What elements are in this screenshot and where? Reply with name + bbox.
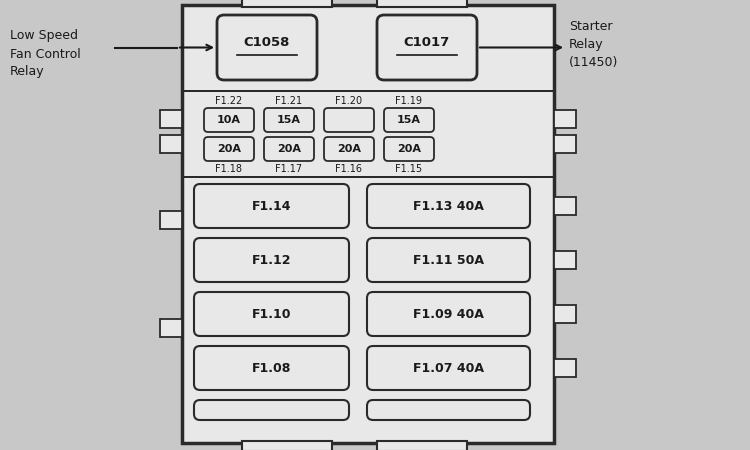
FancyBboxPatch shape xyxy=(367,292,530,336)
Text: 20A: 20A xyxy=(277,144,301,154)
FancyBboxPatch shape xyxy=(324,137,374,161)
Text: Starter
Relay
(11450): Starter Relay (11450) xyxy=(569,20,618,69)
Text: F1.13 40A: F1.13 40A xyxy=(413,199,484,212)
Bar xyxy=(160,211,182,229)
FancyBboxPatch shape xyxy=(384,108,434,132)
Text: F1.07 40A: F1.07 40A xyxy=(413,361,484,374)
Text: F1.08: F1.08 xyxy=(252,361,291,374)
Text: F1.21: F1.21 xyxy=(275,96,302,106)
Bar xyxy=(242,441,332,450)
Bar xyxy=(554,197,576,215)
Text: 20A: 20A xyxy=(397,144,421,154)
FancyBboxPatch shape xyxy=(204,108,254,132)
Bar xyxy=(160,135,182,153)
Text: F1.18: F1.18 xyxy=(215,164,242,174)
FancyBboxPatch shape xyxy=(194,346,349,390)
Bar xyxy=(554,135,576,153)
FancyBboxPatch shape xyxy=(194,292,349,336)
FancyBboxPatch shape xyxy=(367,400,530,420)
Bar xyxy=(377,441,467,450)
FancyBboxPatch shape xyxy=(194,184,349,228)
Bar xyxy=(242,0,332,7)
Text: F1.14: F1.14 xyxy=(252,199,291,212)
FancyBboxPatch shape xyxy=(264,137,314,161)
Text: F1.12: F1.12 xyxy=(252,253,291,266)
Text: 15A: 15A xyxy=(397,115,421,125)
Text: F1.20: F1.20 xyxy=(335,96,362,106)
FancyBboxPatch shape xyxy=(194,400,349,420)
Text: F1.22: F1.22 xyxy=(215,96,243,106)
Text: Low Speed
Fan Control
Relay: Low Speed Fan Control Relay xyxy=(10,30,81,78)
Text: F1.09 40A: F1.09 40A xyxy=(413,307,484,320)
Text: F1.11 50A: F1.11 50A xyxy=(413,253,484,266)
FancyBboxPatch shape xyxy=(217,15,317,80)
FancyBboxPatch shape xyxy=(204,137,254,161)
Bar xyxy=(554,110,576,128)
FancyBboxPatch shape xyxy=(367,238,530,282)
Text: F1.19: F1.19 xyxy=(395,96,422,106)
Bar xyxy=(160,110,182,128)
Text: F1.10: F1.10 xyxy=(252,307,291,320)
FancyBboxPatch shape xyxy=(324,108,374,132)
Text: 20A: 20A xyxy=(337,144,361,154)
Bar xyxy=(377,0,467,7)
Text: C1017: C1017 xyxy=(404,36,450,49)
FancyBboxPatch shape xyxy=(384,137,434,161)
Bar xyxy=(554,305,576,323)
FancyBboxPatch shape xyxy=(377,15,477,80)
Text: 20A: 20A xyxy=(217,144,241,154)
FancyBboxPatch shape xyxy=(367,346,530,390)
Text: F1.15: F1.15 xyxy=(395,164,422,174)
Bar xyxy=(182,90,554,92)
Text: F1.17: F1.17 xyxy=(275,164,302,174)
Text: 10A: 10A xyxy=(217,115,241,125)
FancyBboxPatch shape xyxy=(264,108,314,132)
Text: 15A: 15A xyxy=(277,115,301,125)
Bar xyxy=(554,251,576,269)
FancyBboxPatch shape xyxy=(194,238,349,282)
FancyBboxPatch shape xyxy=(367,184,530,228)
Bar xyxy=(160,319,182,337)
Text: C1058: C1058 xyxy=(244,36,290,49)
Bar xyxy=(554,359,576,377)
Bar xyxy=(182,5,554,443)
Bar xyxy=(182,176,554,178)
Text: F1.16: F1.16 xyxy=(335,164,362,174)
